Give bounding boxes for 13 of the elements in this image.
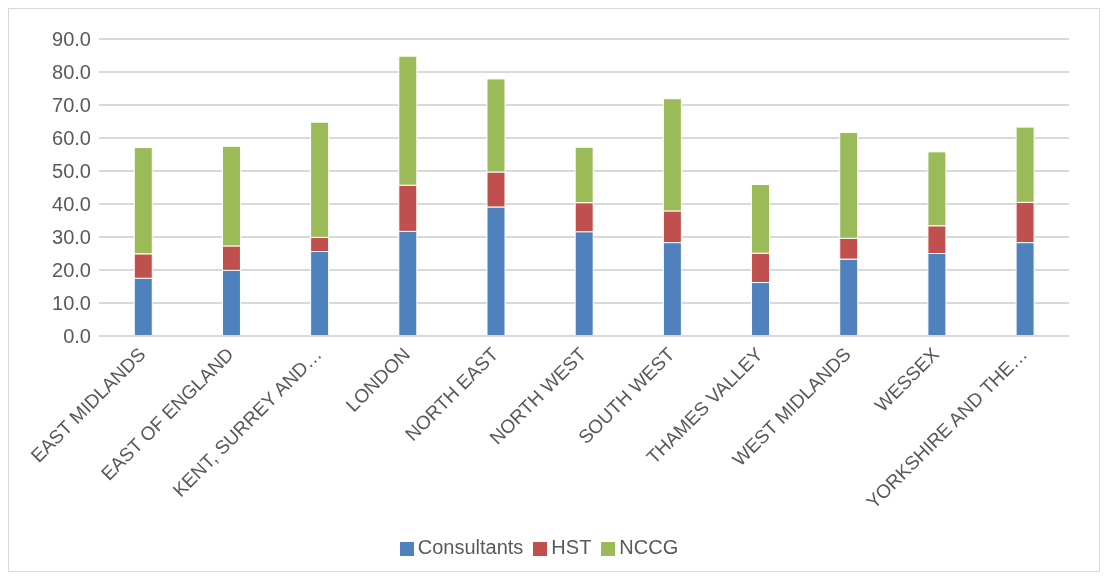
y-tick-label: 90.0 xyxy=(52,28,91,51)
legend-label: Consultants xyxy=(417,536,524,558)
y-tick-label: 80.0 xyxy=(52,61,91,84)
y-tick-label: 0.0 xyxy=(63,325,91,348)
y-tick-label: 60.0 xyxy=(52,127,91,150)
legend-label: HST xyxy=(551,536,592,558)
y-tick-label: 50.0 xyxy=(52,160,91,183)
y-tick-label: 30.0 xyxy=(52,226,91,249)
legend-label: NCCG xyxy=(619,536,679,558)
y-tick-label: 10.0 xyxy=(52,292,91,315)
y-tick-label: 70.0 xyxy=(52,94,91,117)
y-tick-label: 20.0 xyxy=(52,259,91,282)
y-tick-label: 40.0 xyxy=(52,193,91,216)
